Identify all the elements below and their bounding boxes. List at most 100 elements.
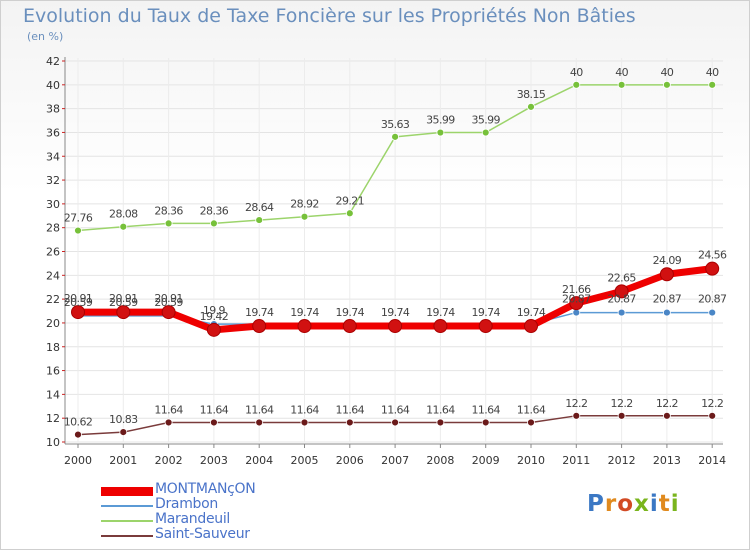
x-tick-label: 2004 — [245, 454, 273, 467]
series-point-3 — [74, 430, 82, 439]
series-point-1 — [663, 308, 671, 317]
series-point-0 — [659, 267, 674, 282]
series-point-2 — [164, 219, 173, 228]
series-point-3 — [255, 418, 264, 427]
series-point-0 — [161, 305, 176, 320]
data-label: 35.63 — [381, 118, 410, 131]
data-label: 20.91 — [109, 292, 138, 305]
series-point-3 — [617, 411, 626, 420]
legend-label: Drambon — [155, 496, 218, 512]
legend-label: Saint-Sauveur — [155, 526, 250, 542]
series-point-2 — [391, 132, 400, 141]
data-label: 11.64 — [471, 403, 500, 416]
data-label: 12.2 — [565, 397, 587, 410]
x-tick-label: 2013 — [653, 454, 681, 467]
legend-label: MONTMANçON — [155, 481, 256, 497]
x-tick-label: 2007 — [381, 454, 409, 467]
data-label: 27.76 — [64, 212, 93, 225]
data-label: 28.64 — [245, 201, 274, 214]
y-tick-label: 10 — [46, 436, 60, 449]
data-label: 19.74 — [517, 306, 546, 319]
data-label: 20.59 — [64, 296, 93, 309]
series-point-0 — [569, 296, 584, 311]
x-tick-label: 2012 — [608, 454, 636, 467]
data-label: 20.59 — [154, 296, 183, 309]
series-point-2 — [436, 128, 445, 137]
series-point-0 — [388, 319, 403, 334]
data-label: 19.42 — [200, 310, 229, 323]
data-label: 24.09 — [653, 254, 682, 267]
x-tick-label: 2010 — [517, 454, 545, 467]
data-label: 12.2 — [701, 397, 723, 410]
y-tick-label: 30 — [46, 198, 60, 211]
series-point-3 — [481, 418, 490, 427]
series-point-3 — [436, 418, 445, 427]
series-point-3 — [708, 411, 717, 420]
legend-swatch — [101, 487, 153, 496]
data-label: 11.64 — [200, 403, 229, 416]
x-tick-label: 2001 — [109, 454, 137, 467]
data-label: 11.64 — [381, 403, 410, 416]
series-point-0 — [116, 305, 131, 320]
data-label: 20.87 — [698, 293, 727, 306]
data-label: 35.99 — [471, 114, 500, 127]
series-point-2 — [481, 128, 490, 137]
data-label: 28.92 — [290, 198, 319, 211]
series-point-1 — [617, 308, 626, 317]
series-point-0 — [614, 284, 629, 299]
logo-letter: x — [634, 491, 650, 517]
y-tick-label: 40 — [46, 79, 60, 92]
legend-swatch — [101, 535, 153, 537]
series-point-0 — [206, 322, 221, 337]
proxiti-logo: Proxiti — [587, 491, 680, 517]
y-tick-label: 36 — [46, 126, 60, 139]
data-label: 11.64 — [290, 403, 319, 416]
data-label: 24.56 — [698, 249, 727, 262]
y-tick-label: 28 — [46, 222, 60, 235]
data-label: 20.91 — [154, 292, 183, 305]
chart-title: Evolution du Taux de Taxe Foncière sur l… — [23, 5, 636, 27]
series-point-3 — [663, 411, 671, 420]
data-label: 20.59 — [109, 296, 138, 309]
logo-letter: o — [617, 491, 635, 517]
series-point-3 — [209, 418, 218, 427]
x-tick-label: 2006 — [336, 454, 364, 467]
data-label: 19.9 — [203, 304, 226, 317]
legend-label: Marandeuil — [155, 511, 231, 527]
y-tick-label: 42 — [46, 55, 60, 68]
series-point-0 — [297, 319, 312, 334]
y-tick-label: 32 — [46, 174, 60, 187]
logo-letter: i — [670, 491, 680, 517]
data-label: 28.36 — [154, 204, 183, 217]
data-label: 38.15 — [517, 88, 546, 101]
legend-swatch — [101, 505, 153, 507]
chart-unit-label: (en %) — [27, 30, 64, 43]
data-label: 10.83 — [109, 413, 138, 426]
series-point-3 — [164, 418, 173, 427]
series-point-0 — [252, 319, 267, 334]
series-point-0 — [478, 319, 493, 334]
series-point-2 — [617, 80, 626, 89]
y-tick-label: 14 — [46, 388, 60, 401]
data-label: 22.65 — [607, 271, 636, 284]
data-label: 20.91 — [64, 292, 93, 305]
data-label: 11.64 — [517, 403, 546, 416]
data-label: 19.74 — [381, 306, 410, 319]
data-label: 20.87 — [607, 293, 636, 306]
series-point-2 — [708, 80, 717, 89]
y-tick-label: 16 — [46, 365, 60, 378]
series-point-2 — [74, 226, 82, 235]
series-point-2 — [255, 216, 264, 224]
series-point-2 — [572, 80, 581, 89]
logo-letter: P — [587, 491, 605, 517]
data-label: 10.62 — [64, 416, 93, 429]
x-tick-label: 2009 — [472, 454, 500, 467]
series-point-2 — [527, 102, 535, 111]
data-label: 19.74 — [336, 306, 365, 319]
data-label: 35.99 — [426, 114, 455, 127]
data-label: 28.08 — [109, 208, 138, 221]
x-tick-label: 2003 — [200, 454, 228, 467]
data-label: 28.36 — [200, 204, 229, 217]
series-point-1 — [708, 308, 717, 317]
logo-letter: r — [604, 491, 618, 517]
